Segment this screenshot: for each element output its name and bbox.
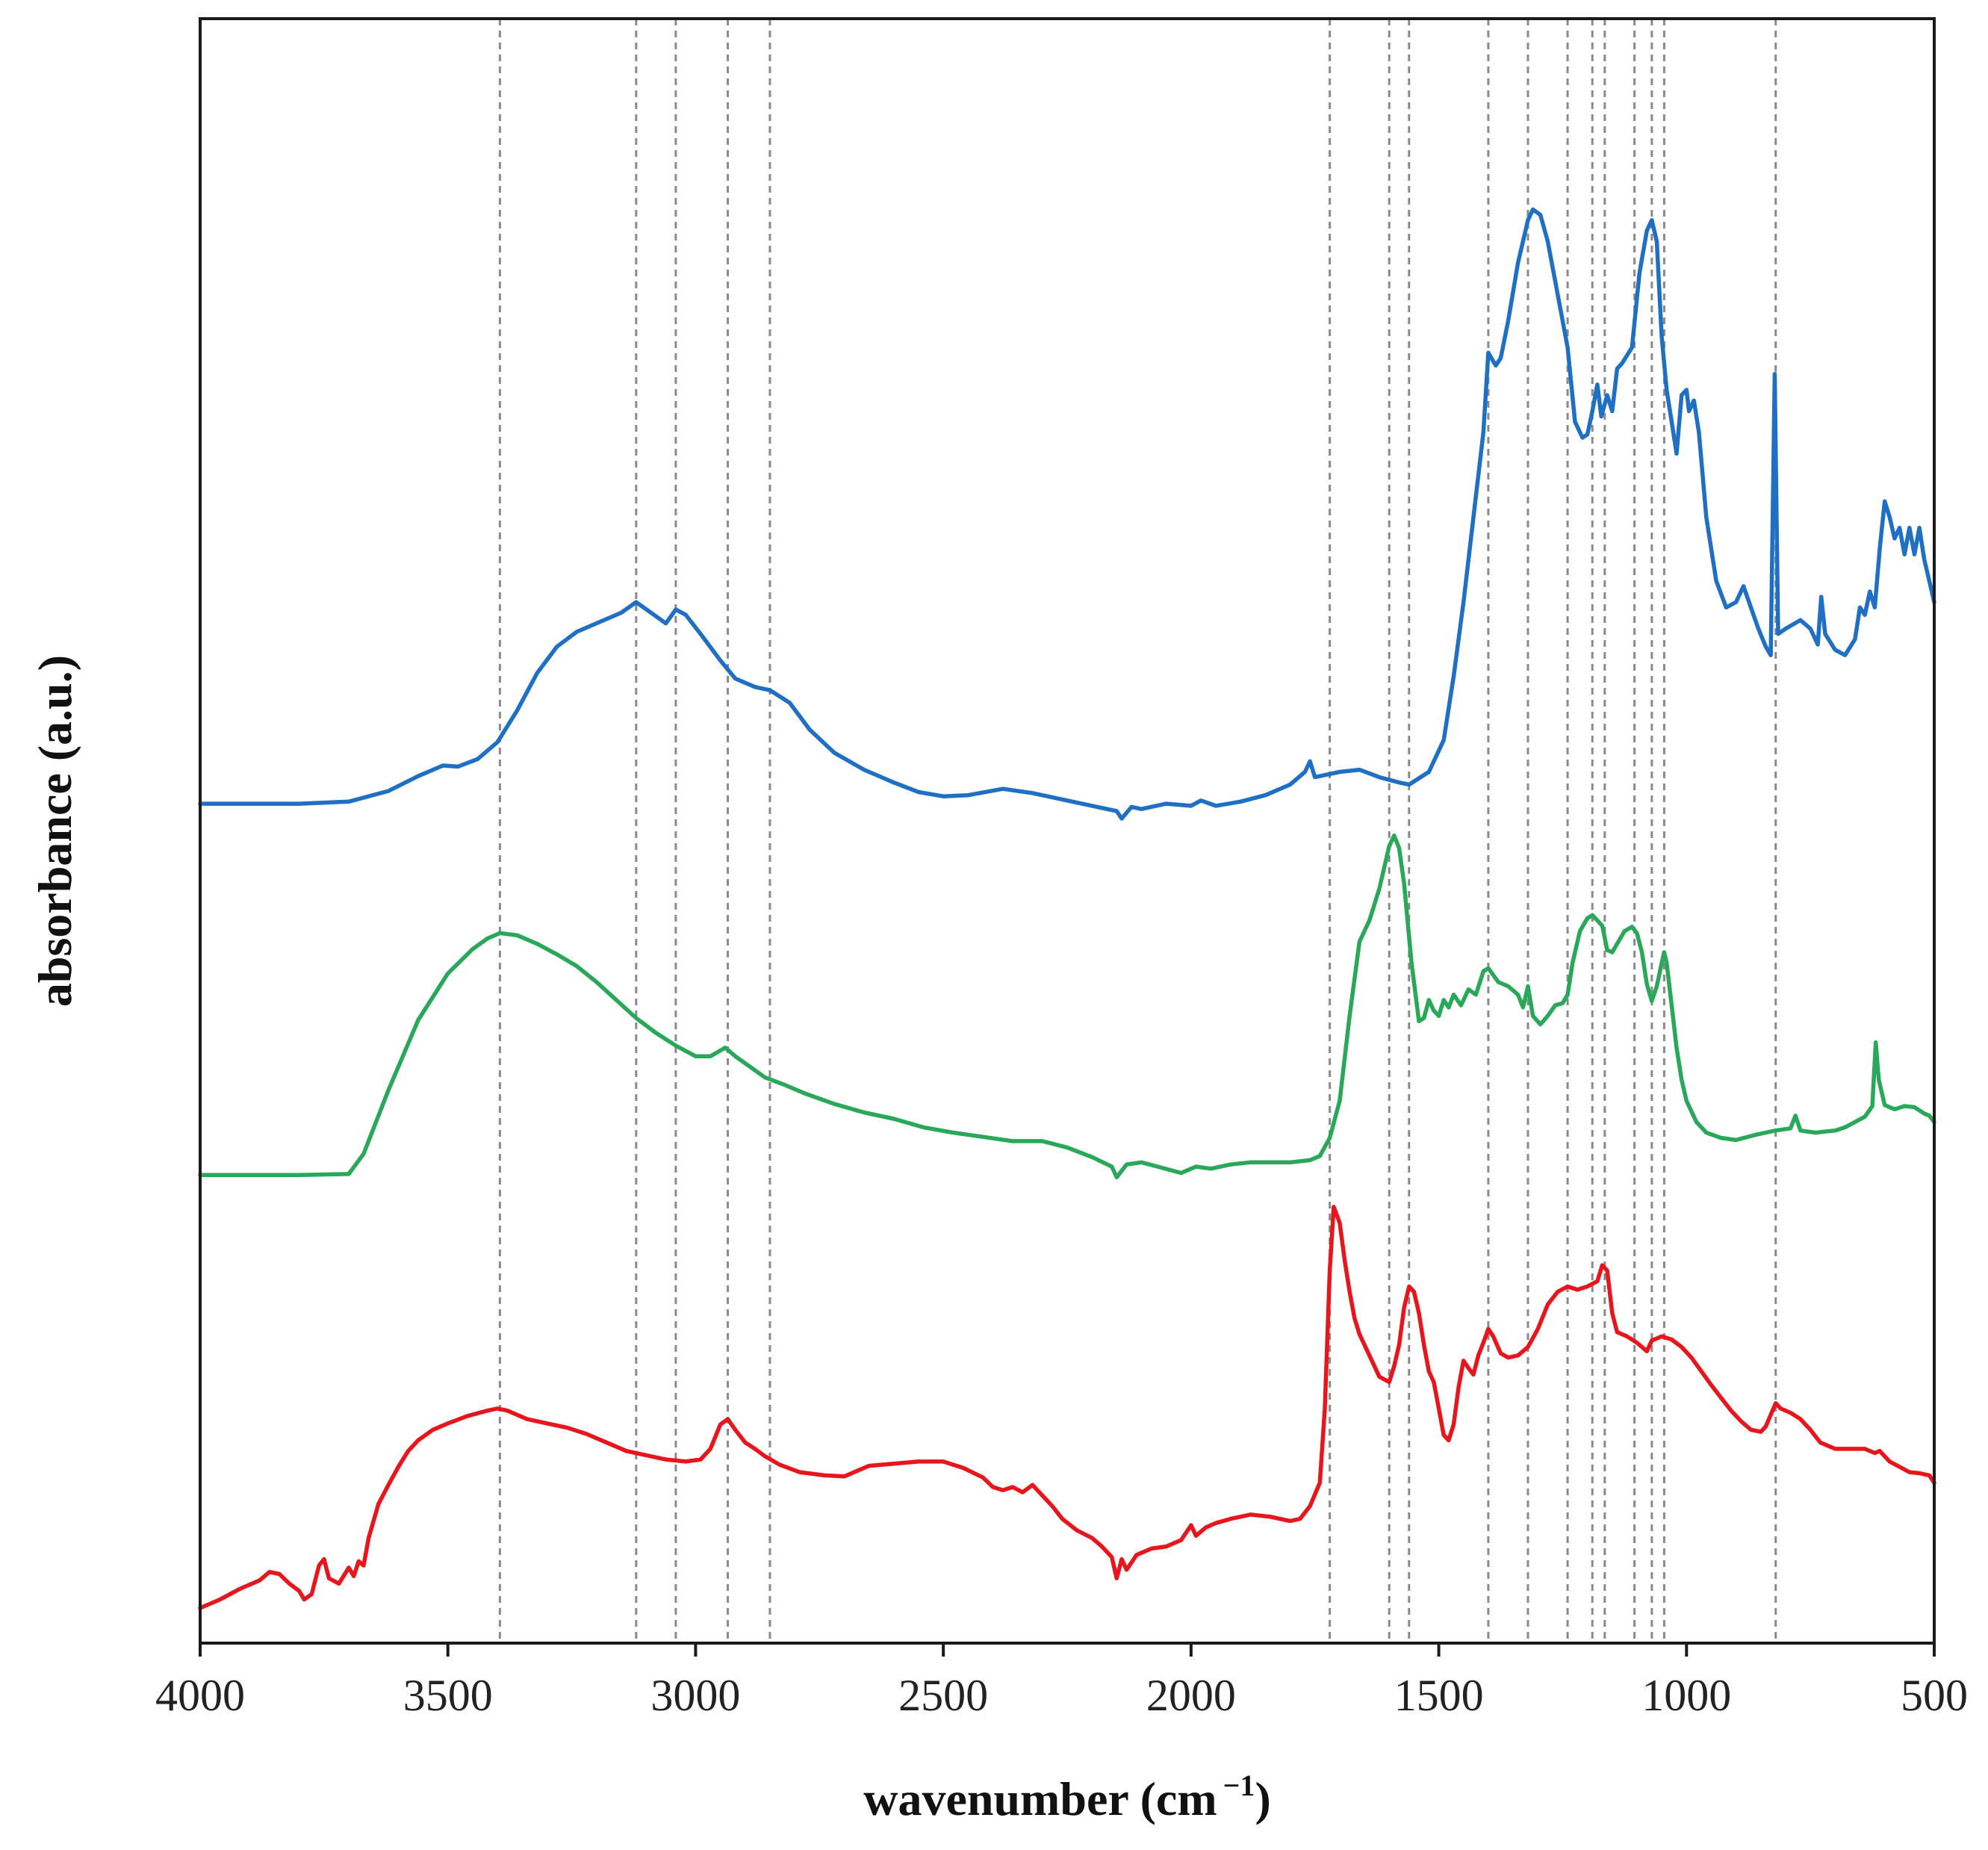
plot-frame — [199, 17, 1936, 1645]
x-axis-ticks: 4000 3500 3000 2500 2000 1500 1000 500 — [155, 1643, 1968, 1720]
x-tick-label-6: 1000 — [1641, 1671, 1731, 1720]
x-axis-title-close: ) — [1255, 1772, 1270, 1825]
reference-lines — [498, 19, 1777, 1643]
y-axis-title: absorbance (a.u.) — [28, 655, 81, 1007]
x-tick-label-7: 500 — [1901, 1671, 1968, 1720]
x-axis-title: wavenumber (cm −1) — [863, 1769, 1271, 1825]
x-tick-label-3: 2500 — [898, 1671, 988, 1720]
x-tick-label-1: 3500 — [403, 1671, 493, 1720]
series-line-0 — [198, 207, 1936, 821]
spectra-series — [198, 207, 1936, 1610]
x-tick-label-2: 3000 — [650, 1671, 740, 1720]
series-line-1 — [198, 833, 1936, 1179]
series-line-2 — [198, 1205, 1936, 1610]
x-tick-label-5: 1500 — [1394, 1671, 1484, 1720]
x-tick-label-4: 2000 — [1146, 1671, 1236, 1720]
x-tick-label-0: 4000 — [155, 1671, 245, 1720]
x-axis-title-superscript: −1 — [1223, 1769, 1255, 1802]
x-axis-title-main: wavenumber (cm — [863, 1772, 1217, 1825]
